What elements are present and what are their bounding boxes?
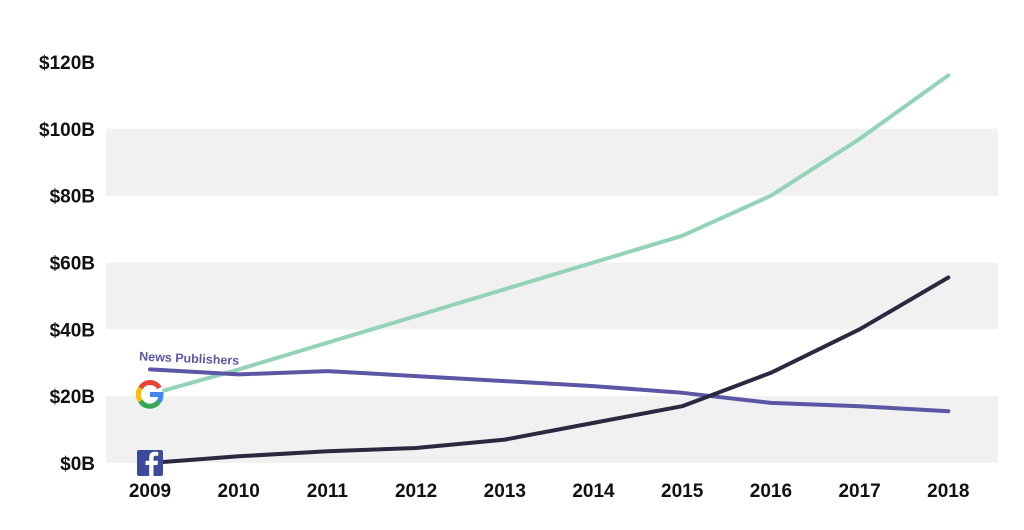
x-tick-label: 2017 <box>838 481 880 502</box>
series-lines <box>148 73 951 465</box>
series-label: News Publishers <box>139 349 240 367</box>
y-tick-label: $80B <box>50 187 95 208</box>
y-tick-label: $60B <box>50 254 95 275</box>
google-logo-icon <box>135 380 164 409</box>
series-line-facebook-logo-icon <box>148 275 951 465</box>
x-axis-tick-labels: 2009 2010 2011 2012 2013 2014 2015 2016 2017 2018 <box>129 481 970 502</box>
x-tick-label: 2015 <box>661 481 704 502</box>
x-tick-label: 2009 <box>129 481 171 502</box>
y-tick-label: $0B <box>60 454 95 475</box>
y-tick-label: $40B <box>50 320 95 341</box>
x-tick-label: 2010 <box>218 481 260 502</box>
x-tick-label: 2016 <box>750 481 792 502</box>
y-tick-label: $120B <box>39 53 95 74</box>
x-tick-label: 2011 <box>307 481 349 502</box>
y-tick-label: $20B <box>50 387 95 408</box>
series-line-google-logo-icon <box>148 73 951 397</box>
series-labels: News Publishers <box>139 349 240 367</box>
facebook-logo-icon <box>137 450 163 476</box>
y-axis-tick-labels: $0B $20B $40B $60B $80B $100B $120B <box>39 53 95 475</box>
x-tick-label: 2013 <box>484 481 526 502</box>
series-line-news-publishers <box>148 367 951 414</box>
x-tick-label: 2014 <box>572 481 615 502</box>
grid-bands <box>106 128 998 463</box>
x-tick-label: 2018 <box>927 481 969 502</box>
grid-band <box>106 262 998 330</box>
x-tick-label: 2012 <box>395 481 437 502</box>
y-tick-label: $100B <box>39 120 95 141</box>
grid-band <box>106 128 998 196</box>
